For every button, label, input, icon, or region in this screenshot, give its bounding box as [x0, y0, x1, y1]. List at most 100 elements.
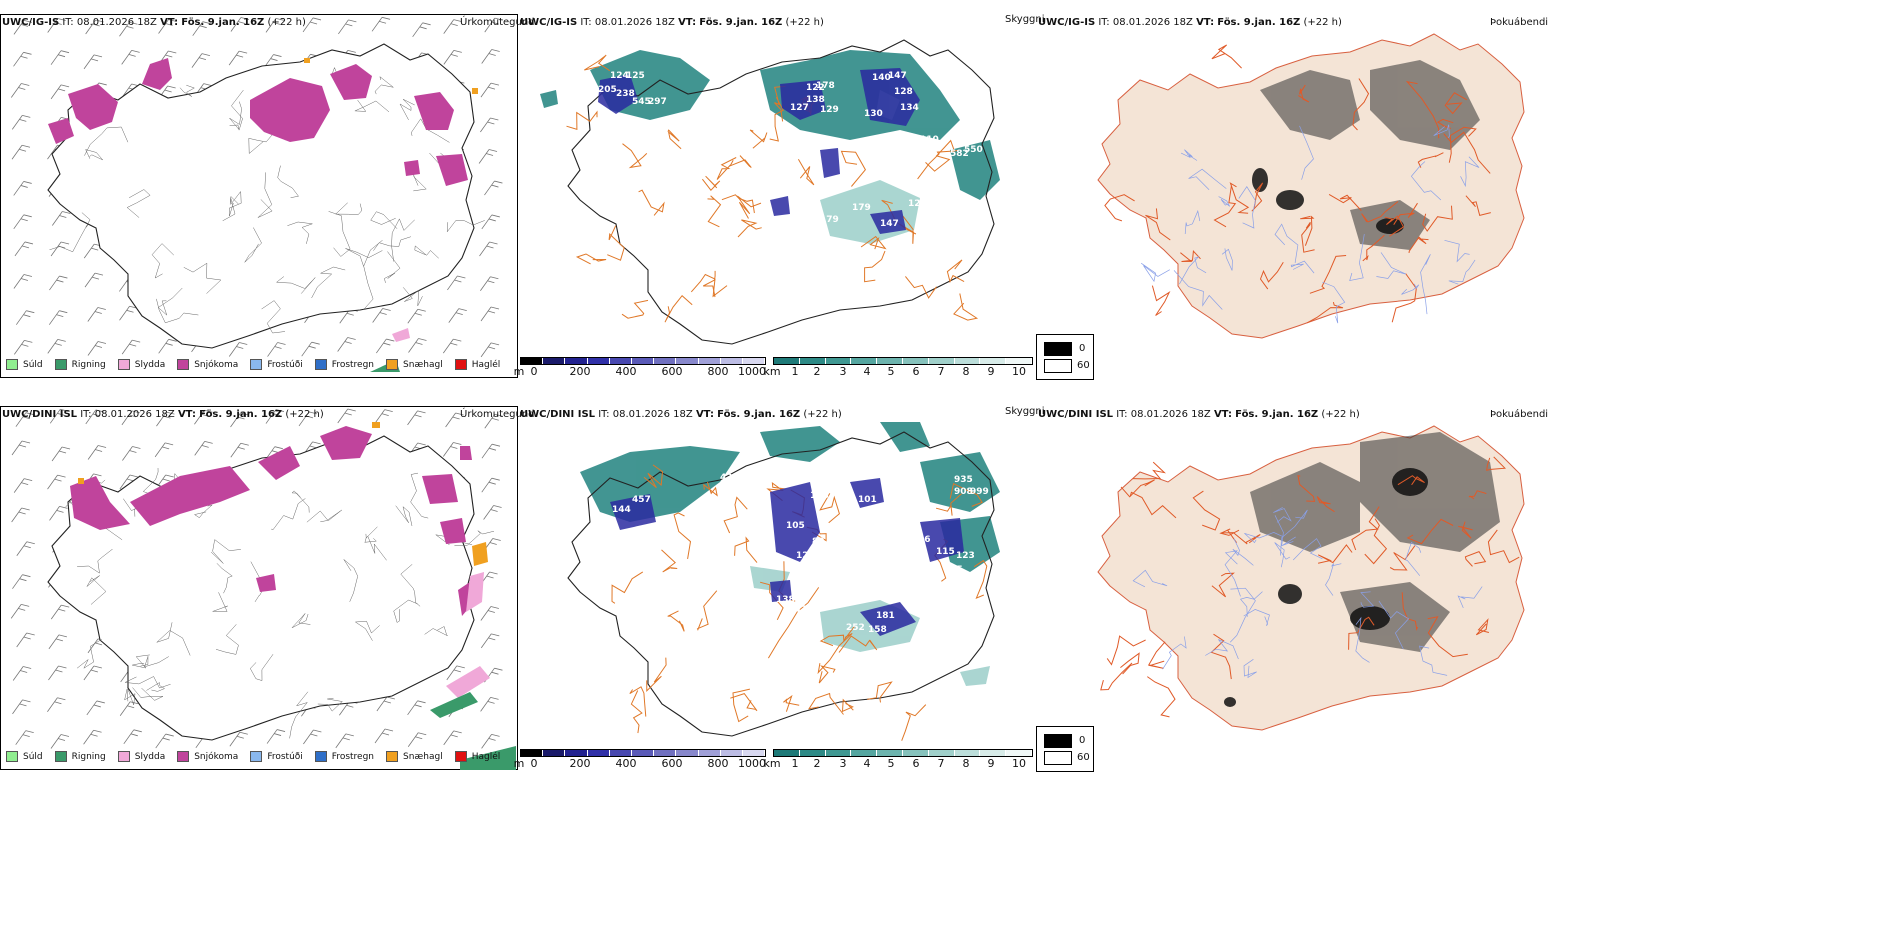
wind-barb — [13, 51, 32, 67]
relief-line — [410, 472, 429, 519]
road-segment — [1468, 490, 1487, 500]
wind-barb — [229, 731, 248, 747]
wind-barb — [407, 410, 426, 426]
colorbar-cell — [877, 750, 903, 756]
wind-barb — [194, 409, 213, 425]
precip-frame-2 — [0, 406, 518, 770]
colorbar-cell — [980, 358, 1007, 364]
wind-barb — [47, 697, 66, 712]
wind-barb — [49, 275, 68, 291]
road-segment — [1148, 641, 1166, 669]
road-segment — [867, 681, 893, 703]
relief-line — [156, 298, 199, 324]
river-segment — [1290, 260, 1315, 274]
it-label: IT: — [580, 17, 592, 28]
cloud-base-value: 108 — [810, 491, 829, 501]
road-segment — [1145, 208, 1171, 241]
road-segment — [1180, 250, 1201, 262]
wind-barb — [156, 411, 175, 427]
it-label: IT: — [1098, 17, 1110, 28]
relief-line — [249, 654, 274, 681]
wind-barb — [194, 440, 213, 456]
wind-barb — [480, 117, 499, 133]
road-segment — [783, 694, 800, 712]
cloud-base-value: 252 — [846, 623, 865, 633]
colorbar-cell — [851, 358, 878, 364]
wind-barb — [158, 19, 177, 34]
wind-barb — [230, 442, 249, 458]
colorbar-cell — [902, 750, 929, 756]
wind-barb — [85, 409, 104, 425]
tick: 200 — [569, 365, 591, 378]
road-segment — [730, 693, 758, 712]
model-name: UWC/IG-IS — [2, 17, 60, 28]
road-segment — [1436, 118, 1454, 129]
road-segment — [716, 157, 737, 180]
road-segment — [1397, 475, 1425, 486]
river-segment — [1280, 509, 1308, 556]
vt-label: VT: — [160, 17, 179, 28]
relief-line — [291, 613, 311, 629]
cloud-base-value: 427 — [718, 485, 737, 495]
river-segment — [1229, 587, 1256, 643]
lead-time: (+22 h) — [1303, 17, 1342, 28]
river-segment — [1179, 256, 1207, 285]
relief-line — [384, 251, 401, 283]
relief-line — [363, 240, 383, 310]
tick: 2 — [813, 757, 821, 770]
road-segment — [1362, 234, 1385, 262]
wind-barb — [50, 604, 70, 620]
wind-barb — [84, 272, 104, 288]
legend-label: Frostúði — [267, 359, 303, 370]
relief-line — [354, 99, 390, 113]
wind-barb — [11, 114, 31, 130]
relief-line — [257, 172, 273, 218]
legend-swatch — [6, 359, 18, 370]
road-segment — [767, 587, 820, 659]
cloud-base-value: 427 — [720, 473, 739, 483]
road-segment — [690, 273, 728, 298]
road-segment — [1352, 78, 1370, 131]
road-segment — [1211, 572, 1235, 598]
road-segment — [819, 493, 840, 524]
relief-line — [370, 211, 398, 229]
lead-time: (+22 h) — [1321, 409, 1360, 420]
wind-barb — [374, 409, 393, 424]
road-segment — [1132, 461, 1166, 480]
relief-line — [275, 276, 316, 294]
relief-line — [157, 287, 183, 316]
road-segment — [1444, 92, 1468, 115]
colorbar-ticks: km 1 2 3 4 5 6 7 8 9 10 — [763, 365, 1033, 378]
river-segment — [1460, 156, 1480, 188]
relief-line — [248, 127, 279, 155]
wind-barb — [448, 308, 467, 323]
tick: 2 — [813, 365, 821, 378]
wind-barb — [47, 18, 66, 33]
tick: 400 — [615, 365, 637, 378]
colorbar-cell — [654, 358, 677, 364]
wind-barb — [158, 338, 177, 354]
river-segment — [1299, 125, 1314, 180]
cloud-title-2: UWC/DINI ISL IT: 08.01.2026 18Z VT: Fös.… — [520, 409, 842, 420]
cloud-top-colorbar-1: km 1 2 3 4 5 6 7 8 9 10 — [763, 357, 1033, 378]
colorbar-cell — [1006, 358, 1032, 364]
road-segment — [630, 690, 643, 734]
legend-swatch — [54, 359, 67, 370]
wind-barb — [481, 214, 500, 230]
relief-line — [151, 243, 174, 279]
road-network — [611, 464, 988, 741]
legend-item: Rigning — [54, 751, 106, 762]
colorbar-cell — [631, 358, 655, 364]
relief-line — [354, 620, 380, 641]
wind-barb — [480, 276, 499, 292]
wind-barb — [407, 732, 427, 747]
legend-item: Slydda — [117, 359, 165, 370]
cloud-base-value: 140 — [872, 73, 891, 83]
legend-item: Frostregn — [314, 359, 374, 370]
legend-swatch — [250, 359, 263, 370]
vt-label: VT: — [1196, 17, 1215, 28]
river-segment — [1238, 186, 1256, 229]
road-segment — [1427, 616, 1468, 658]
road-segment — [1417, 152, 1444, 168]
